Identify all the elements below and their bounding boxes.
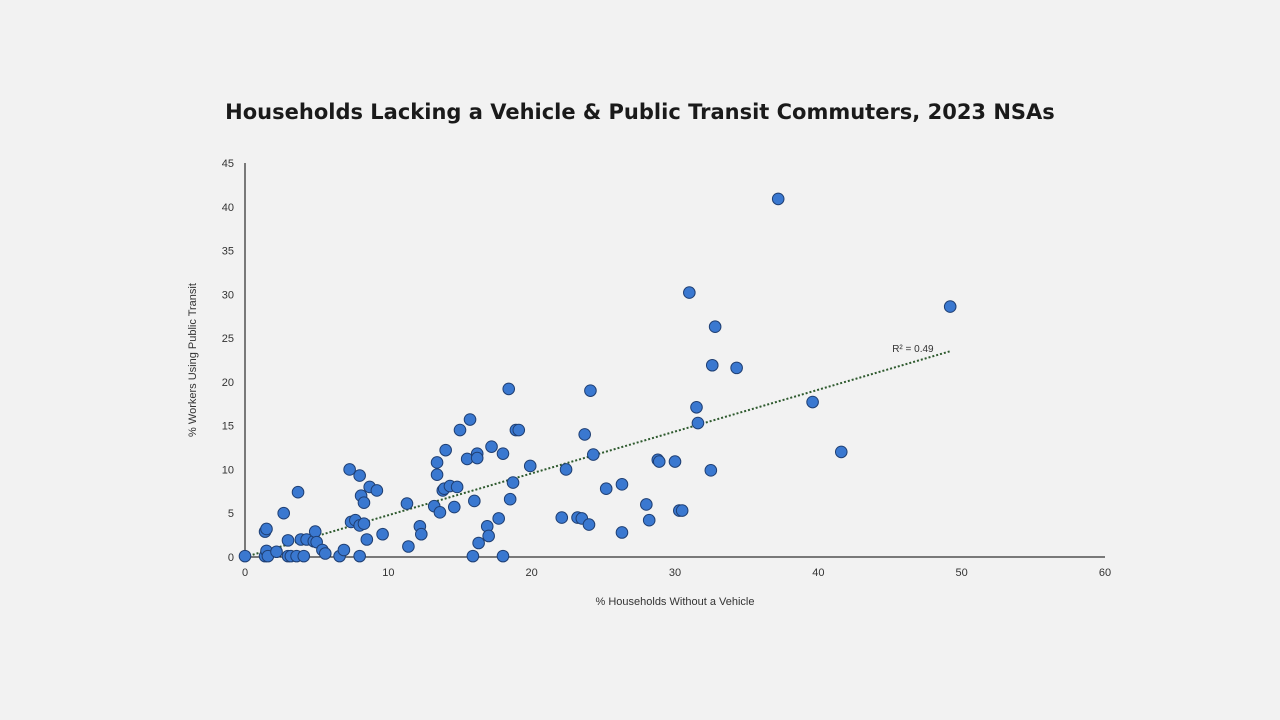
data-point [587, 448, 600, 461]
data-point [506, 476, 520, 489]
data-point [470, 451, 484, 465]
data-point [668, 455, 682, 468]
data-point [360, 533, 374, 546]
data-point [584, 384, 597, 397]
data-point [502, 382, 516, 396]
x-axis-label: % Households Without a Vehicle [596, 596, 755, 608]
data-point [453, 423, 467, 437]
x-tick-label: 60 [1099, 567, 1111, 579]
chart-title: Households Lacking a Vehicle & Public Tr… [225, 100, 1055, 124]
data-point [943, 300, 957, 313]
data-point [615, 526, 629, 539]
data-point [503, 492, 517, 506]
data-point [260, 522, 273, 536]
data-point [291, 485, 305, 499]
data-point [640, 498, 653, 511]
y-tick-labels: 0 5 10 15 20 25 30 35 40 45 [222, 158, 234, 564]
x-tick-label: 50 [956, 567, 968, 579]
data-point [277, 506, 291, 520]
x-tick-label: 30 [669, 567, 681, 579]
data-point [353, 549, 366, 563]
x-tick-label: 10 [382, 567, 394, 579]
x-tick-label: 20 [526, 567, 538, 579]
x-tick-labels: 0 10 20 30 40 50 60 [242, 567, 1111, 579]
data-point [357, 517, 371, 531]
data-point [472, 536, 485, 550]
data-point [430, 456, 444, 469]
data-point [439, 443, 452, 457]
data-point [297, 549, 311, 563]
data-point [468, 494, 481, 508]
data-point [642, 513, 656, 527]
y-tick-label: 40 [222, 202, 234, 214]
data-point [578, 428, 592, 441]
data-point [370, 484, 384, 497]
y-tick-label: 30 [222, 289, 234, 301]
data-point [691, 416, 705, 430]
data-point [308, 525, 322, 538]
data-point [496, 549, 510, 563]
data-point [512, 423, 526, 437]
y-tick-label: 25 [222, 333, 234, 345]
data-point [402, 540, 415, 553]
data-point [353, 469, 366, 482]
data-point [559, 463, 573, 476]
data-point [704, 464, 718, 477]
y-tick-label: 0 [228, 552, 234, 564]
data-point [615, 478, 629, 491]
data-point [705, 358, 719, 372]
y-tick-label: 10 [222, 464, 234, 476]
data-point [270, 545, 283, 559]
data-point [834, 445, 848, 459]
data-point [415, 527, 428, 541]
data-point [463, 413, 477, 426]
y-tick-label: 45 [222, 158, 234, 170]
data-point [466, 549, 480, 563]
data-point [450, 480, 464, 494]
data-point [482, 529, 495, 543]
data-point [238, 549, 252, 563]
data-point [430, 468, 444, 481]
data-point [485, 440, 498, 453]
data-point [281, 534, 295, 547]
data-point [343, 463, 356, 476]
data-point [318, 547, 332, 560]
data-point [337, 543, 351, 557]
data-point [771, 192, 785, 206]
data-point [400, 497, 414, 510]
data-point [683, 286, 696, 299]
x-tick-label: 40 [812, 567, 824, 579]
data-point [675, 504, 689, 517]
y-tick-label: 5 [228, 508, 234, 520]
y-tick-label: 20 [222, 377, 234, 389]
data-point [708, 320, 722, 334]
y-tick-label: 35 [222, 246, 234, 258]
y-axis-label: % Workers Using Public Transit [187, 283, 199, 437]
trendline [244, 350, 951, 558]
data-points [238, 192, 957, 563]
data-point [690, 400, 703, 414]
x-tick-label: 0 [242, 567, 248, 579]
data-point [433, 506, 447, 519]
data-point [555, 511, 569, 524]
data-point [492, 512, 506, 525]
data-point [496, 447, 510, 460]
data-point [730, 361, 743, 375]
data-point [376, 527, 389, 541]
y-tick-label: 15 [222, 421, 234, 433]
data-point [582, 518, 596, 531]
axes [244, 163, 1105, 558]
data-point [806, 395, 819, 409]
data-point [652, 455, 666, 468]
data-point [357, 496, 371, 510]
data-point [447, 500, 461, 514]
data-point [599, 482, 613, 496]
r-squared-label: R² = 0.49 [892, 344, 934, 355]
data-point [523, 459, 537, 473]
